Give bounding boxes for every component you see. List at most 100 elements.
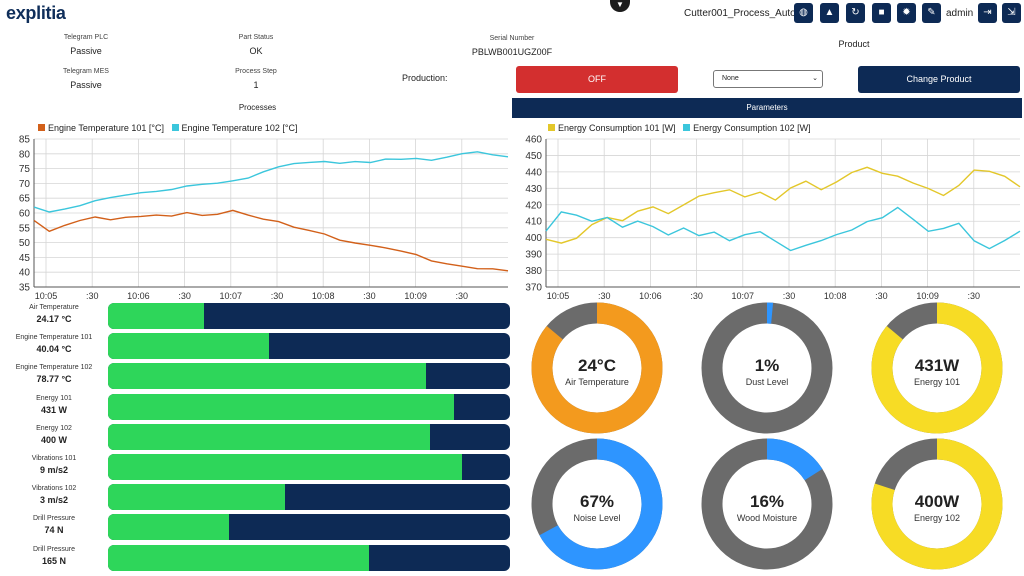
gauge-fill [701, 438, 833, 570]
logout-icon[interactable]: ⇥ [978, 3, 997, 23]
y-tick-label: 55 [19, 223, 31, 234]
x-tick-label: 10:09 [404, 291, 427, 301]
y-tick-label: 430 [525, 184, 542, 195]
bar-name: Energy 102 [36, 424, 72, 432]
x-tick-label: :30 [968, 291, 981, 301]
gauge-value: 24°C [578, 356, 616, 375]
gauge-label: Noise Level [573, 513, 620, 523]
bar-name: Drill Pressure [32, 545, 75, 553]
gauge-label: Air Temperature [565, 377, 629, 387]
chevron-down-icon: ⌄ [812, 75, 818, 82]
pencil-icon[interactable]: ✎ [922, 3, 941, 23]
chart1-legend: Engine Temperature 101 [°C] Engine Tempe… [38, 123, 298, 133]
y-tick-label: 75 [19, 164, 31, 175]
progress-bar [108, 303, 510, 329]
bar-label: Engine Temperature 102 78.77 °C [4, 364, 104, 384]
x-tick-label: :30 [598, 291, 611, 301]
processes-title: Processes [238, 103, 277, 112]
exit-icon[interactable]: ⇲ [1002, 3, 1021, 23]
logo: explitia [6, 3, 66, 23]
bar-value: 400 W [40, 434, 67, 445]
gauge-label: Energy 101 [914, 377, 960, 387]
progress-fill [108, 454, 462, 480]
gear-icon[interactable]: ✹ [897, 3, 916, 23]
x-tick-label: 10:09 [916, 291, 939, 301]
y-tick-label: 80 [19, 149, 31, 160]
legend-swatch [683, 124, 691, 131]
bar-label: Drill Pressure 74 N [4, 515, 104, 535]
change-product-button[interactable]: Change Product [858, 66, 1020, 93]
telegram-mes-value: Passive [70, 80, 102, 90]
product-select[interactable]: None ⌄ [713, 70, 823, 88]
progress-fill [108, 303, 205, 329]
donut-gauge: 1% Dust Level [701, 302, 833, 434]
globe-icon[interactable]: ◍ [794, 3, 813, 23]
x-tick-label: 10:08 [312, 291, 335, 301]
donut-gauge: 400W Energy 102 [871, 438, 1003, 570]
save-icon[interactable]: ■ [872, 3, 891, 23]
gauge-value: 431W [915, 356, 960, 375]
collapse-chevron-icon[interactable]: ▼ [610, 0, 630, 12]
progress-bar [108, 544, 510, 571]
bar-value: 9 m/s2 [39, 465, 69, 475]
progress-fill [108, 484, 285, 511]
y-tick-label: 40 [19, 268, 31, 279]
gauge-label: Energy 102 [914, 513, 960, 523]
serial-number-value: PBLWB001UGZ00F [471, 47, 553, 57]
progress-fill [108, 544, 370, 571]
x-tick-label: :30 [456, 291, 469, 301]
legend-label[interactable]: Engine Temperature 101 [°C] [48, 123, 165, 133]
bar-value: 74 N [44, 525, 64, 536]
series-line [545, 206, 1021, 252]
gauge-value: 16% [750, 492, 784, 511]
bar-value: 165 N [41, 555, 67, 566]
legend-label[interactable]: Energy Consumption 101 [W] [558, 123, 676, 133]
part-status-value: OK [249, 46, 263, 56]
gauge-value: 1% [755, 356, 780, 375]
progress-bar [108, 514, 510, 541]
production-off-button[interactable]: OFF [516, 66, 678, 93]
bar-value: 40.04 °C [36, 344, 72, 355]
donut-gauge: 24°C Air Temperature [531, 302, 663, 434]
gauge-fill [871, 438, 1003, 570]
progress-fill [108, 363, 426, 390]
progress-fill [108, 514, 229, 541]
refresh-icon[interactable]: ↻ [846, 3, 865, 23]
x-tick-label: 10:06 [639, 291, 662, 301]
bar-name: Vibrations 101 [31, 455, 77, 462]
warning-icon[interactable]: ▲ [820, 3, 839, 23]
user-name: admin [946, 8, 974, 19]
y-tick-label: 460 [525, 135, 542, 146]
progress-fill [108, 333, 269, 360]
y-tick-label: 380 [525, 266, 542, 277]
x-tick-label: :30 [86, 291, 99, 301]
legend-swatch [38, 124, 45, 131]
gauge-fill [531, 438, 663, 570]
bar-name: Vibrations 102 [31, 485, 77, 493]
gauge-label: Dust Level [746, 377, 789, 387]
x-tick-label: 10:07 [220, 291, 243, 301]
x-tick-label: :30 [363, 291, 376, 301]
legend-label[interactable]: Energy Consumption 102 [W] [693, 123, 811, 133]
x-tick-label: :30 [271, 291, 284, 301]
series-line [33, 151, 509, 213]
donut-gauge: 67% Noise Level [531, 438, 663, 570]
x-tick-label: 10:07 [732, 291, 755, 301]
y-tick-label: 45 [19, 253, 31, 264]
bar-label: Energy 102 400 W [4, 425, 104, 445]
progress-bar [108, 363, 510, 390]
progress-bar [108, 333, 510, 360]
series-line [545, 166, 1021, 244]
series-line [33, 209, 509, 272]
engine-temperature-chart: 35 40 45 50 55 60 65 70 75 80 85 10:05:30 10:06:30 10… [19, 135, 509, 301]
serial-number-label: Serial Number [489, 35, 535, 42]
x-tick-label: 10:05 [35, 291, 58, 301]
x-tick-label: :30 [875, 291, 888, 301]
x-tick-label: :30 [178, 291, 191, 301]
legend-label[interactable]: Engine Temperature 102 [°C] [181, 123, 298, 133]
bar-label: Energy 101 431 W [4, 395, 104, 415]
process-name: Cutter001_Process_Auto [684, 8, 796, 19]
production-label: Production: [402, 73, 448, 83]
bar-value: 431 W [40, 404, 67, 415]
energy-consumption-chart: 370 380 390 400 410 420 430 440 450 460 10:05:30 10… [525, 135, 1021, 301]
